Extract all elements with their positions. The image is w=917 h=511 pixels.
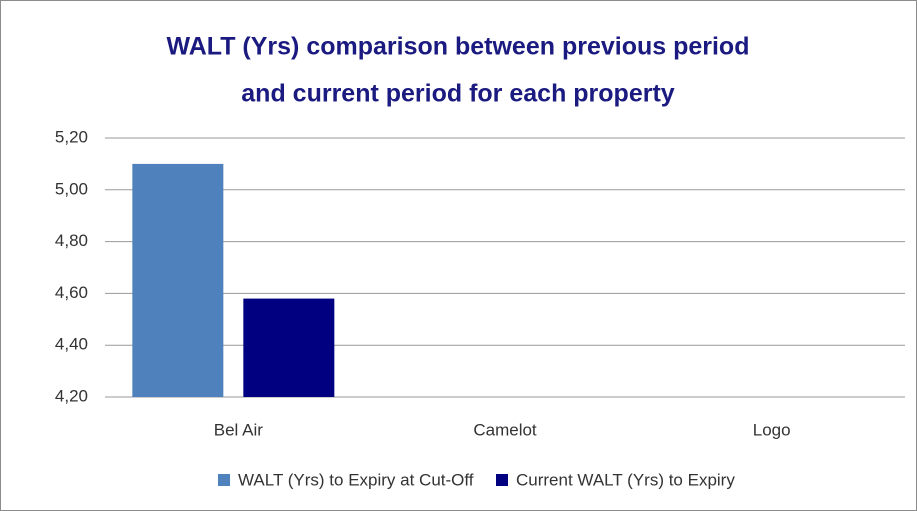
chart-title: and current period for each property <box>241 80 675 108</box>
chart-title: WALT (Yrs) comparison between previous p… <box>167 33 750 61</box>
x-tick-label: Camelot <box>473 420 537 439</box>
y-tick-label: 5,00 <box>55 179 88 198</box>
y-tick-label: 4,60 <box>55 283 88 302</box>
x-tick-label: Logo <box>753 420 791 439</box>
legend-label: Current WALT (Yrs) to Expiry <box>516 470 735 489</box>
y-tick-label: 4,40 <box>55 335 88 354</box>
x-tick-label: Bel Air <box>214 420 263 439</box>
legend-swatch <box>218 474 230 486</box>
bar <box>132 163 224 397</box>
y-tick-label: 4,80 <box>55 231 88 250</box>
y-tick-label: 4,20 <box>55 386 88 405</box>
legend-swatch <box>496 474 508 486</box>
y-tick-label: 5,20 <box>55 127 88 146</box>
legend-label: WALT (Yrs) to Expiry at Cut-Off <box>238 470 474 489</box>
bar <box>243 298 335 397</box>
